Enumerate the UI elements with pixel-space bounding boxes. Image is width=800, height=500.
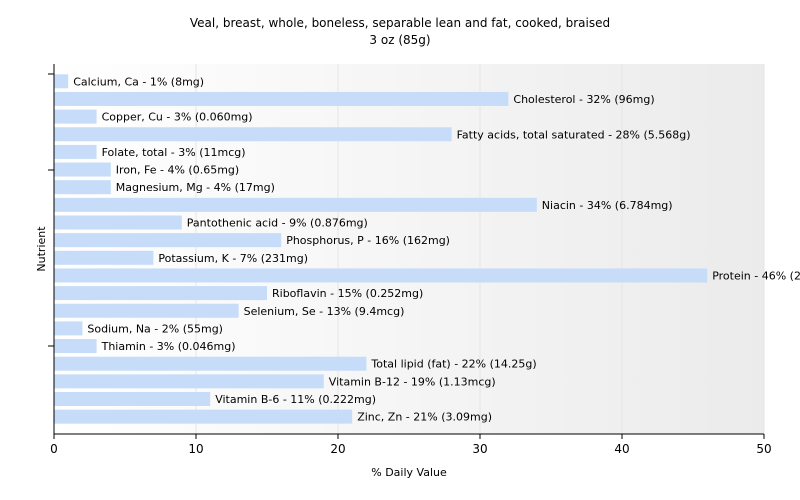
y-axis-ticks <box>48 73 54 347</box>
bar-data-label: Phosphorus, P - 16% (162mg) <box>286 234 450 247</box>
x-tick-label: 10 <box>188 442 203 456</box>
bar-data-label: Zinc, Zn - 21% (3.09mg) <box>357 411 492 424</box>
bar <box>54 109 97 124</box>
bar-data-label: Thiamin - 3% (0.046mg) <box>101 340 236 353</box>
x-axis-label: % Daily Value <box>371 466 447 479</box>
bar-data-label: Magnesium, Mg - 4% (17mg) <box>116 181 275 194</box>
bar-labels-group: Calcium, Ca - 1% (8mg) Cholesterol - 32% … <box>73 75 800 423</box>
x-tick-label: 30 <box>472 442 487 456</box>
bars-group <box>54 74 708 424</box>
bar <box>54 233 282 248</box>
plot-area-background <box>54 64 764 434</box>
bar <box>54 197 537 212</box>
bar-data-label: Vitamin B-6 - 11% (0.222mg) <box>215 393 376 406</box>
bar <box>54 392 211 406</box>
bar-data-label: Riboflavin - 15% (0.252mg) <box>272 287 423 300</box>
bar-data-label: Pantothenic acid - 9% (0.876mg) <box>187 217 368 230</box>
bar <box>54 268 708 283</box>
bar-data-label: Total lipid (fat) - 22% (14.25g) <box>370 358 536 371</box>
bar <box>54 339 97 354</box>
bar-data-label: Fatty acids, total saturated - 28% (5.56… <box>457 128 691 141</box>
bar-data-label: Selenium, Se - 13% (9.4mcg) <box>244 305 405 318</box>
bar <box>54 286 267 301</box>
bar <box>54 321 83 336</box>
bar <box>54 144 97 159</box>
x-axis-ticks: 0 10 20 30 40 50 <box>50 434 772 456</box>
bar <box>54 74 69 89</box>
bar-data-label: Potassium, K - 7% (231mg) <box>158 252 308 265</box>
bar-data-label: Niacin - 34% (6.784mg) <box>542 199 673 212</box>
x-tick-label: 50 <box>756 442 771 456</box>
bar-data-label: Cholesterol - 32% (96mg) <box>513 93 654 106</box>
bar <box>54 180 111 195</box>
bar <box>54 91 509 106</box>
bar <box>54 374 324 389</box>
bar-data-label: Protein - 46% (22.92g) <box>712 269 800 282</box>
grid-lines <box>195 64 765 434</box>
bar <box>54 250 154 265</box>
x-tick-label: 40 <box>614 442 629 456</box>
bar-data-label: Calcium, Ca - 1% (8mg) <box>73 75 204 88</box>
bar <box>54 162 111 177</box>
y-axis-label: Nutrient <box>35 226 48 272</box>
bar-data-label: Sodium, Na - 2% (55mg) <box>87 322 223 335</box>
bar <box>54 215 182 230</box>
x-tick-label: 0 <box>50 442 58 456</box>
x-tick-label: 20 <box>330 442 345 456</box>
bar-data-label: Copper, Cu - 3% (0.060mg) <box>102 111 253 124</box>
bar-data-label: Vitamin B-12 - 19% (1.13mcg) <box>329 375 496 388</box>
bar <box>54 303 239 318</box>
bar <box>54 409 353 424</box>
bar <box>54 356 367 371</box>
bar <box>54 127 452 142</box>
chart-title: Veal, breast, whole, boneless, separable… <box>190 16 610 30</box>
chart-subtitle: 3 oz (85g) <box>369 33 430 47</box>
bar-data-label: Folate, total - 3% (11mcg) <box>102 146 246 159</box>
bar-data-label: Iron, Fe - 4% (0.65mg) <box>116 164 239 177</box>
